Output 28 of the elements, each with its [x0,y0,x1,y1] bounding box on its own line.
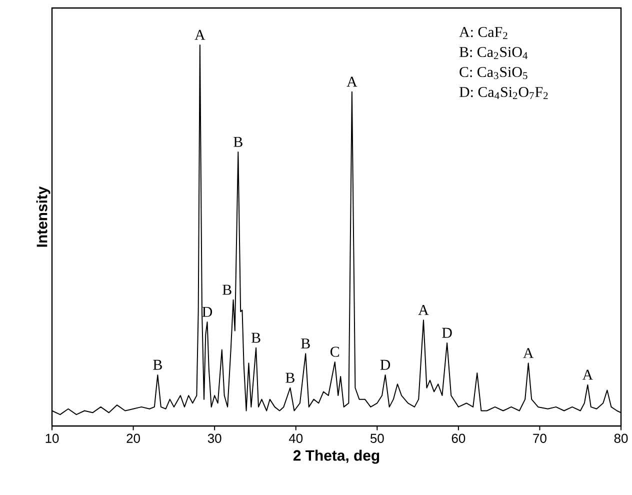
annotation: B [222,284,232,295]
annotation: B [251,332,260,343]
annotation: A [418,305,429,315]
x-tick-label: 50 [370,434,384,443]
text: A: CaF$_{2}$ [459,27,508,40]
x-tick-label: 60 [452,434,466,443]
annotation: D [442,328,452,338]
x-tick-label: 70 [533,434,546,443]
annotation: A [346,76,358,87]
annotation: D [380,360,390,370]
annotation: B: Ca$_{2}$SiO$_{4}$ [459,47,528,60]
annotation: C [330,346,340,357]
annotation: D: Ca$_{4}$Si$_{2}$O$_{7}$F$_{2}$ [459,87,548,100]
annotation: C: Ca$_{3}$SiO$_{5}$ [460,67,528,80]
annotation: B [301,338,310,348]
annotation: B [234,137,242,147]
annotation: A [582,370,593,380]
annotation: A [523,348,534,358]
x-tick-label: 10 [46,434,59,443]
x-tick-label: 30 [208,434,222,443]
x-axis-title: 2 Theta, deg [293,450,380,464]
annotation: B [286,372,294,383]
annotation: A [194,30,206,40]
x-tick-label: 40 [288,434,303,443]
x-tick-label: 80 [614,434,628,443]
annotation: B [153,360,162,370]
y-axis-title: Intensity [36,186,50,247]
x-tick-label: 20 [126,434,140,443]
